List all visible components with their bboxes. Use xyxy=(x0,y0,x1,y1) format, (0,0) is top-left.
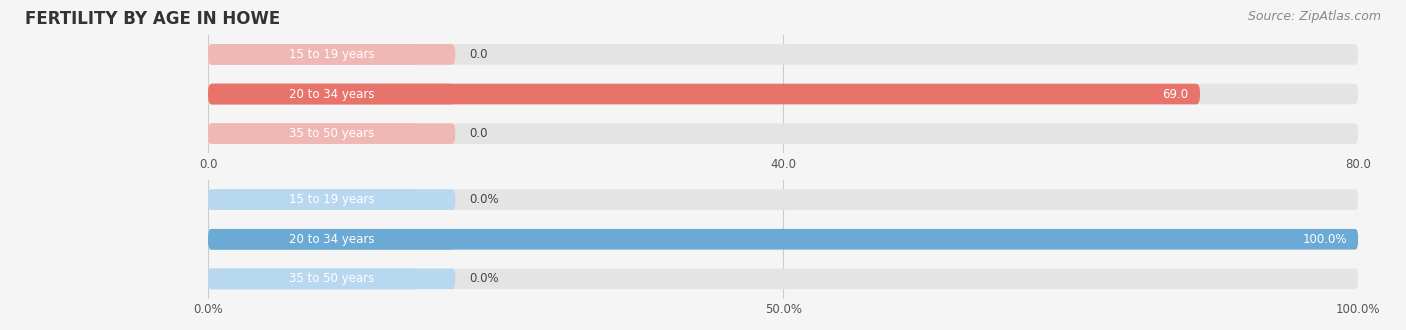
FancyBboxPatch shape xyxy=(208,123,418,144)
FancyBboxPatch shape xyxy=(208,229,1358,249)
FancyBboxPatch shape xyxy=(208,44,418,65)
Text: 0.0: 0.0 xyxy=(470,127,488,140)
FancyBboxPatch shape xyxy=(208,229,456,249)
FancyBboxPatch shape xyxy=(208,123,1358,144)
Text: 0.0%: 0.0% xyxy=(470,193,499,206)
FancyBboxPatch shape xyxy=(208,84,1358,104)
Text: 35 to 50 years: 35 to 50 years xyxy=(290,127,374,140)
Text: FERTILITY BY AGE IN HOWE: FERTILITY BY AGE IN HOWE xyxy=(25,10,281,28)
FancyBboxPatch shape xyxy=(208,84,1201,104)
FancyBboxPatch shape xyxy=(208,84,456,104)
Text: 15 to 19 years: 15 to 19 years xyxy=(288,193,374,206)
Text: 20 to 34 years: 20 to 34 years xyxy=(290,87,374,101)
FancyBboxPatch shape xyxy=(208,189,418,210)
FancyBboxPatch shape xyxy=(208,189,456,210)
FancyBboxPatch shape xyxy=(208,269,456,289)
Text: 100.0%: 100.0% xyxy=(1302,233,1347,246)
FancyBboxPatch shape xyxy=(208,44,1358,65)
Text: 69.0: 69.0 xyxy=(1163,87,1188,101)
FancyBboxPatch shape xyxy=(208,269,1358,289)
Text: Source: ZipAtlas.com: Source: ZipAtlas.com xyxy=(1247,10,1381,23)
Text: 20 to 34 years: 20 to 34 years xyxy=(290,233,374,246)
Text: 0.0: 0.0 xyxy=(470,48,488,61)
Text: 15 to 19 years: 15 to 19 years xyxy=(288,48,374,61)
FancyBboxPatch shape xyxy=(208,229,1358,249)
Text: 0.0%: 0.0% xyxy=(470,272,499,285)
FancyBboxPatch shape xyxy=(208,44,456,65)
Text: 35 to 50 years: 35 to 50 years xyxy=(290,272,374,285)
FancyBboxPatch shape xyxy=(208,189,1358,210)
FancyBboxPatch shape xyxy=(208,123,456,144)
FancyBboxPatch shape xyxy=(208,269,418,289)
